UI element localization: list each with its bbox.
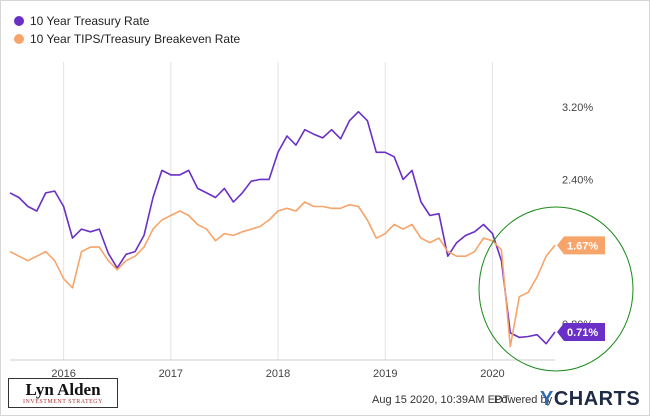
last-value-label-0: 0.71% bbox=[567, 327, 598, 339]
logo-name: Lyn Alden bbox=[25, 380, 101, 399]
logo-subtitle: INVESTMENT STRATEGY bbox=[23, 399, 103, 405]
y-axis: 0.80%2.40%3.20% bbox=[562, 102, 593, 331]
timestamp: Aug 15 2020, 10:39AM EDT. bbox=[372, 394, 512, 406]
x-tick-label: 2020 bbox=[480, 368, 504, 380]
series-line-0 bbox=[9, 110, 556, 345]
x-tick-label: 2019 bbox=[373, 368, 397, 380]
legend-item-treasury[interactable]: 10 Year Treasury Rate bbox=[14, 12, 240, 30]
legend-label-breakeven: 10 Year TIPS/Treasury Breakeven Rate bbox=[30, 32, 241, 46]
x-axis: 2016 2017 2018 2019 2020 bbox=[51, 368, 504, 380]
legend-item-breakeven[interactable]: 10 Year TIPS/Treasury Breakeven Rate bbox=[14, 30, 240, 48]
legend-swatch-treasury bbox=[14, 16, 24, 26]
x-tick-label: 2017 bbox=[159, 368, 183, 380]
gridlines bbox=[10, 62, 555, 361]
ycharts-word: CHARTS bbox=[553, 388, 641, 410]
legend-label-treasury: 10 Year Treasury Rate bbox=[30, 14, 150, 28]
x-tick-label: 2018 bbox=[266, 368, 290, 380]
last-value-tag-0: 0.71% bbox=[557, 323, 605, 342]
chart-legend: 10 Year Treasury Rate 10 Year TIPS/Treas… bbox=[14, 12, 240, 48]
last-value-badge-1 bbox=[557, 236, 605, 255]
last-value-tag-1: 1.67% bbox=[557, 236, 605, 255]
y-tick-label: 3.20% bbox=[562, 102, 593, 114]
highlight-circle bbox=[478, 206, 634, 372]
series-line-1 bbox=[9, 201, 556, 348]
y-tick-label: 2.40% bbox=[562, 174, 593, 186]
ycharts-y: Y bbox=[540, 388, 554, 410]
powered-by: Powered by bbox=[494, 394, 553, 406]
series-lines bbox=[9, 110, 556, 348]
legend-swatch-breakeven bbox=[14, 34, 24, 44]
lyn-alden-logo: Lyn Alden INVESTMENT STRATEGY bbox=[8, 378, 118, 408]
last-value-label-1: 1.67% bbox=[567, 240, 598, 252]
last-value-badge-0 bbox=[557, 323, 605, 342]
x-tick-label: 2016 bbox=[51, 368, 75, 380]
ycharts-logo[interactable]: YCHARTS bbox=[540, 388, 640, 411]
last-value-labels: 0.71% 1.67% bbox=[557, 236, 605, 342]
